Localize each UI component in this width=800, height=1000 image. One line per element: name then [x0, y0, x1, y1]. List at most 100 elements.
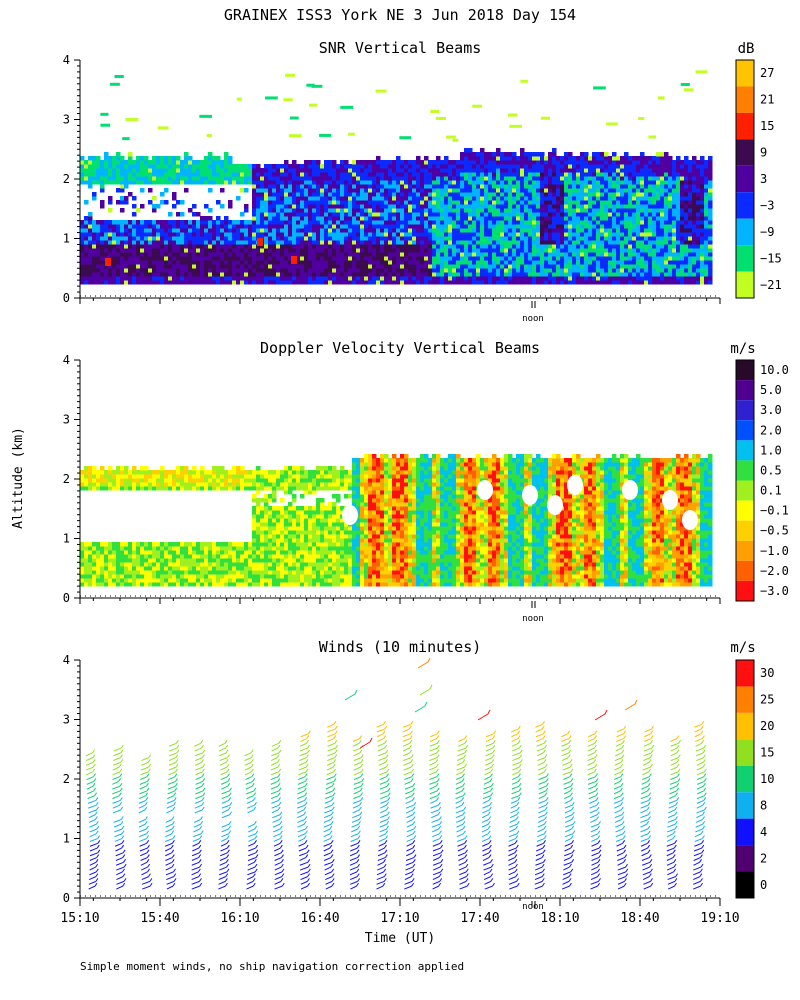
snr-cell: [604, 192, 609, 197]
snr-cell: [424, 160, 429, 165]
snr-cell: [660, 232, 665, 237]
snr-cell: [480, 188, 485, 193]
snr-cell: [404, 196, 409, 201]
snr-cell: [256, 184, 261, 189]
snr-cell: [440, 244, 445, 249]
snr-cell: [168, 156, 173, 161]
snr-cell: [208, 156, 213, 161]
snr-cell: [340, 232, 345, 237]
doppler-cell: [108, 570, 113, 575]
snr-cell: [164, 176, 169, 181]
snr-cell: [308, 268, 313, 273]
snr-cell: [336, 184, 341, 189]
snr-cell: [120, 188, 125, 193]
snr-cell: [116, 232, 121, 237]
snr-cell: [360, 200, 365, 205]
snr-cell: [644, 160, 649, 165]
snr-cell: [592, 200, 597, 205]
snr-cell: [548, 216, 553, 221]
snr-cell: [204, 276, 209, 281]
snr-cell: [504, 252, 509, 257]
snr-cell: [196, 252, 201, 257]
snr-cell: [340, 208, 345, 213]
snr-cell: [488, 240, 493, 245]
snr-cell: [236, 164, 241, 169]
doppler-cell: [96, 478, 101, 483]
snr-cell: [284, 252, 289, 257]
snr-cell: [408, 248, 413, 253]
snr-cell: [452, 172, 457, 177]
snr-cell: [328, 276, 333, 281]
snr-cell: [216, 236, 221, 241]
snr-cell: [412, 180, 417, 185]
snr-cell: [124, 176, 129, 181]
snr-cell: [184, 236, 189, 241]
snr-cell: [376, 172, 381, 177]
snr-cell: [620, 248, 625, 253]
snr-cell: [260, 224, 265, 229]
snr-cell: [432, 248, 437, 253]
snr-cell: [640, 160, 645, 165]
snr-cell: [588, 188, 593, 193]
doppler-cell: [88, 478, 93, 483]
snr-cell: [112, 276, 117, 281]
snr-cell: [328, 228, 333, 233]
snr-cell: [392, 276, 397, 281]
snr-cell: [588, 280, 593, 285]
snr-cell: [160, 232, 165, 237]
snr-cell: [360, 176, 365, 181]
snr-cell: [448, 224, 453, 229]
snr-cell: [324, 268, 329, 273]
snr-cell: [668, 240, 673, 245]
snr-cell: [356, 224, 361, 229]
snr-cell: [168, 256, 173, 261]
snr-cell: [364, 216, 369, 221]
snr-cell: [500, 188, 505, 193]
snr-cell: [660, 168, 665, 173]
snr-cell: [192, 280, 197, 285]
snr-cell: [284, 196, 289, 201]
snr-cell: [464, 188, 469, 193]
doppler-cell: [96, 558, 101, 563]
snr-cell: [196, 272, 201, 277]
snr-cell: [472, 220, 477, 225]
snr-cell: [80, 240, 85, 245]
snr-cell: [636, 188, 641, 193]
snr-cell: [208, 208, 213, 213]
snr-cell: [228, 268, 233, 273]
snr-cell: [292, 220, 297, 225]
snr-cell: [488, 212, 493, 217]
snr-cell: [708, 220, 713, 225]
snr-speckle: [283, 98, 293, 102]
snr-cell: [92, 220, 97, 225]
snr-cell: [424, 252, 429, 257]
snr-cell: [108, 176, 113, 181]
snr-cell: [208, 256, 213, 261]
snr-cell: [668, 176, 673, 181]
snr-cell: [588, 172, 593, 177]
snr-cell: [360, 212, 365, 217]
snr-cell: [332, 188, 337, 193]
snr-cell: [244, 240, 249, 245]
snr-cell: [352, 192, 357, 197]
snr-cell: [188, 268, 193, 273]
snr-cell: [396, 176, 401, 181]
snr-cell: [604, 280, 609, 285]
snr-cell: [516, 212, 521, 217]
doppler-cell: [84, 554, 89, 559]
doppler-cell: [80, 546, 85, 551]
snr-cell: [604, 232, 609, 237]
snr-cell: [188, 208, 193, 213]
snr-cell: [276, 260, 281, 265]
snr-cell: [564, 252, 569, 257]
snr-cell: [376, 240, 381, 245]
snr-cell: [360, 220, 365, 225]
snr-cell: [280, 264, 285, 269]
snr-cell: [324, 200, 329, 205]
snr-cell: [644, 236, 649, 241]
snr-cell: [528, 268, 533, 273]
snr-cell: [532, 248, 537, 253]
snr-cell: [276, 216, 281, 221]
snr-cell: [228, 276, 233, 281]
snr-cell: [184, 152, 189, 157]
